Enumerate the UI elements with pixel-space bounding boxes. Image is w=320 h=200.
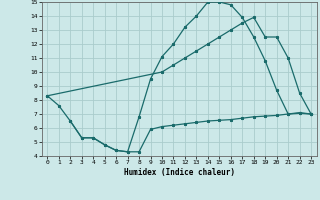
X-axis label: Humidex (Indice chaleur): Humidex (Indice chaleur) (124, 168, 235, 177)
